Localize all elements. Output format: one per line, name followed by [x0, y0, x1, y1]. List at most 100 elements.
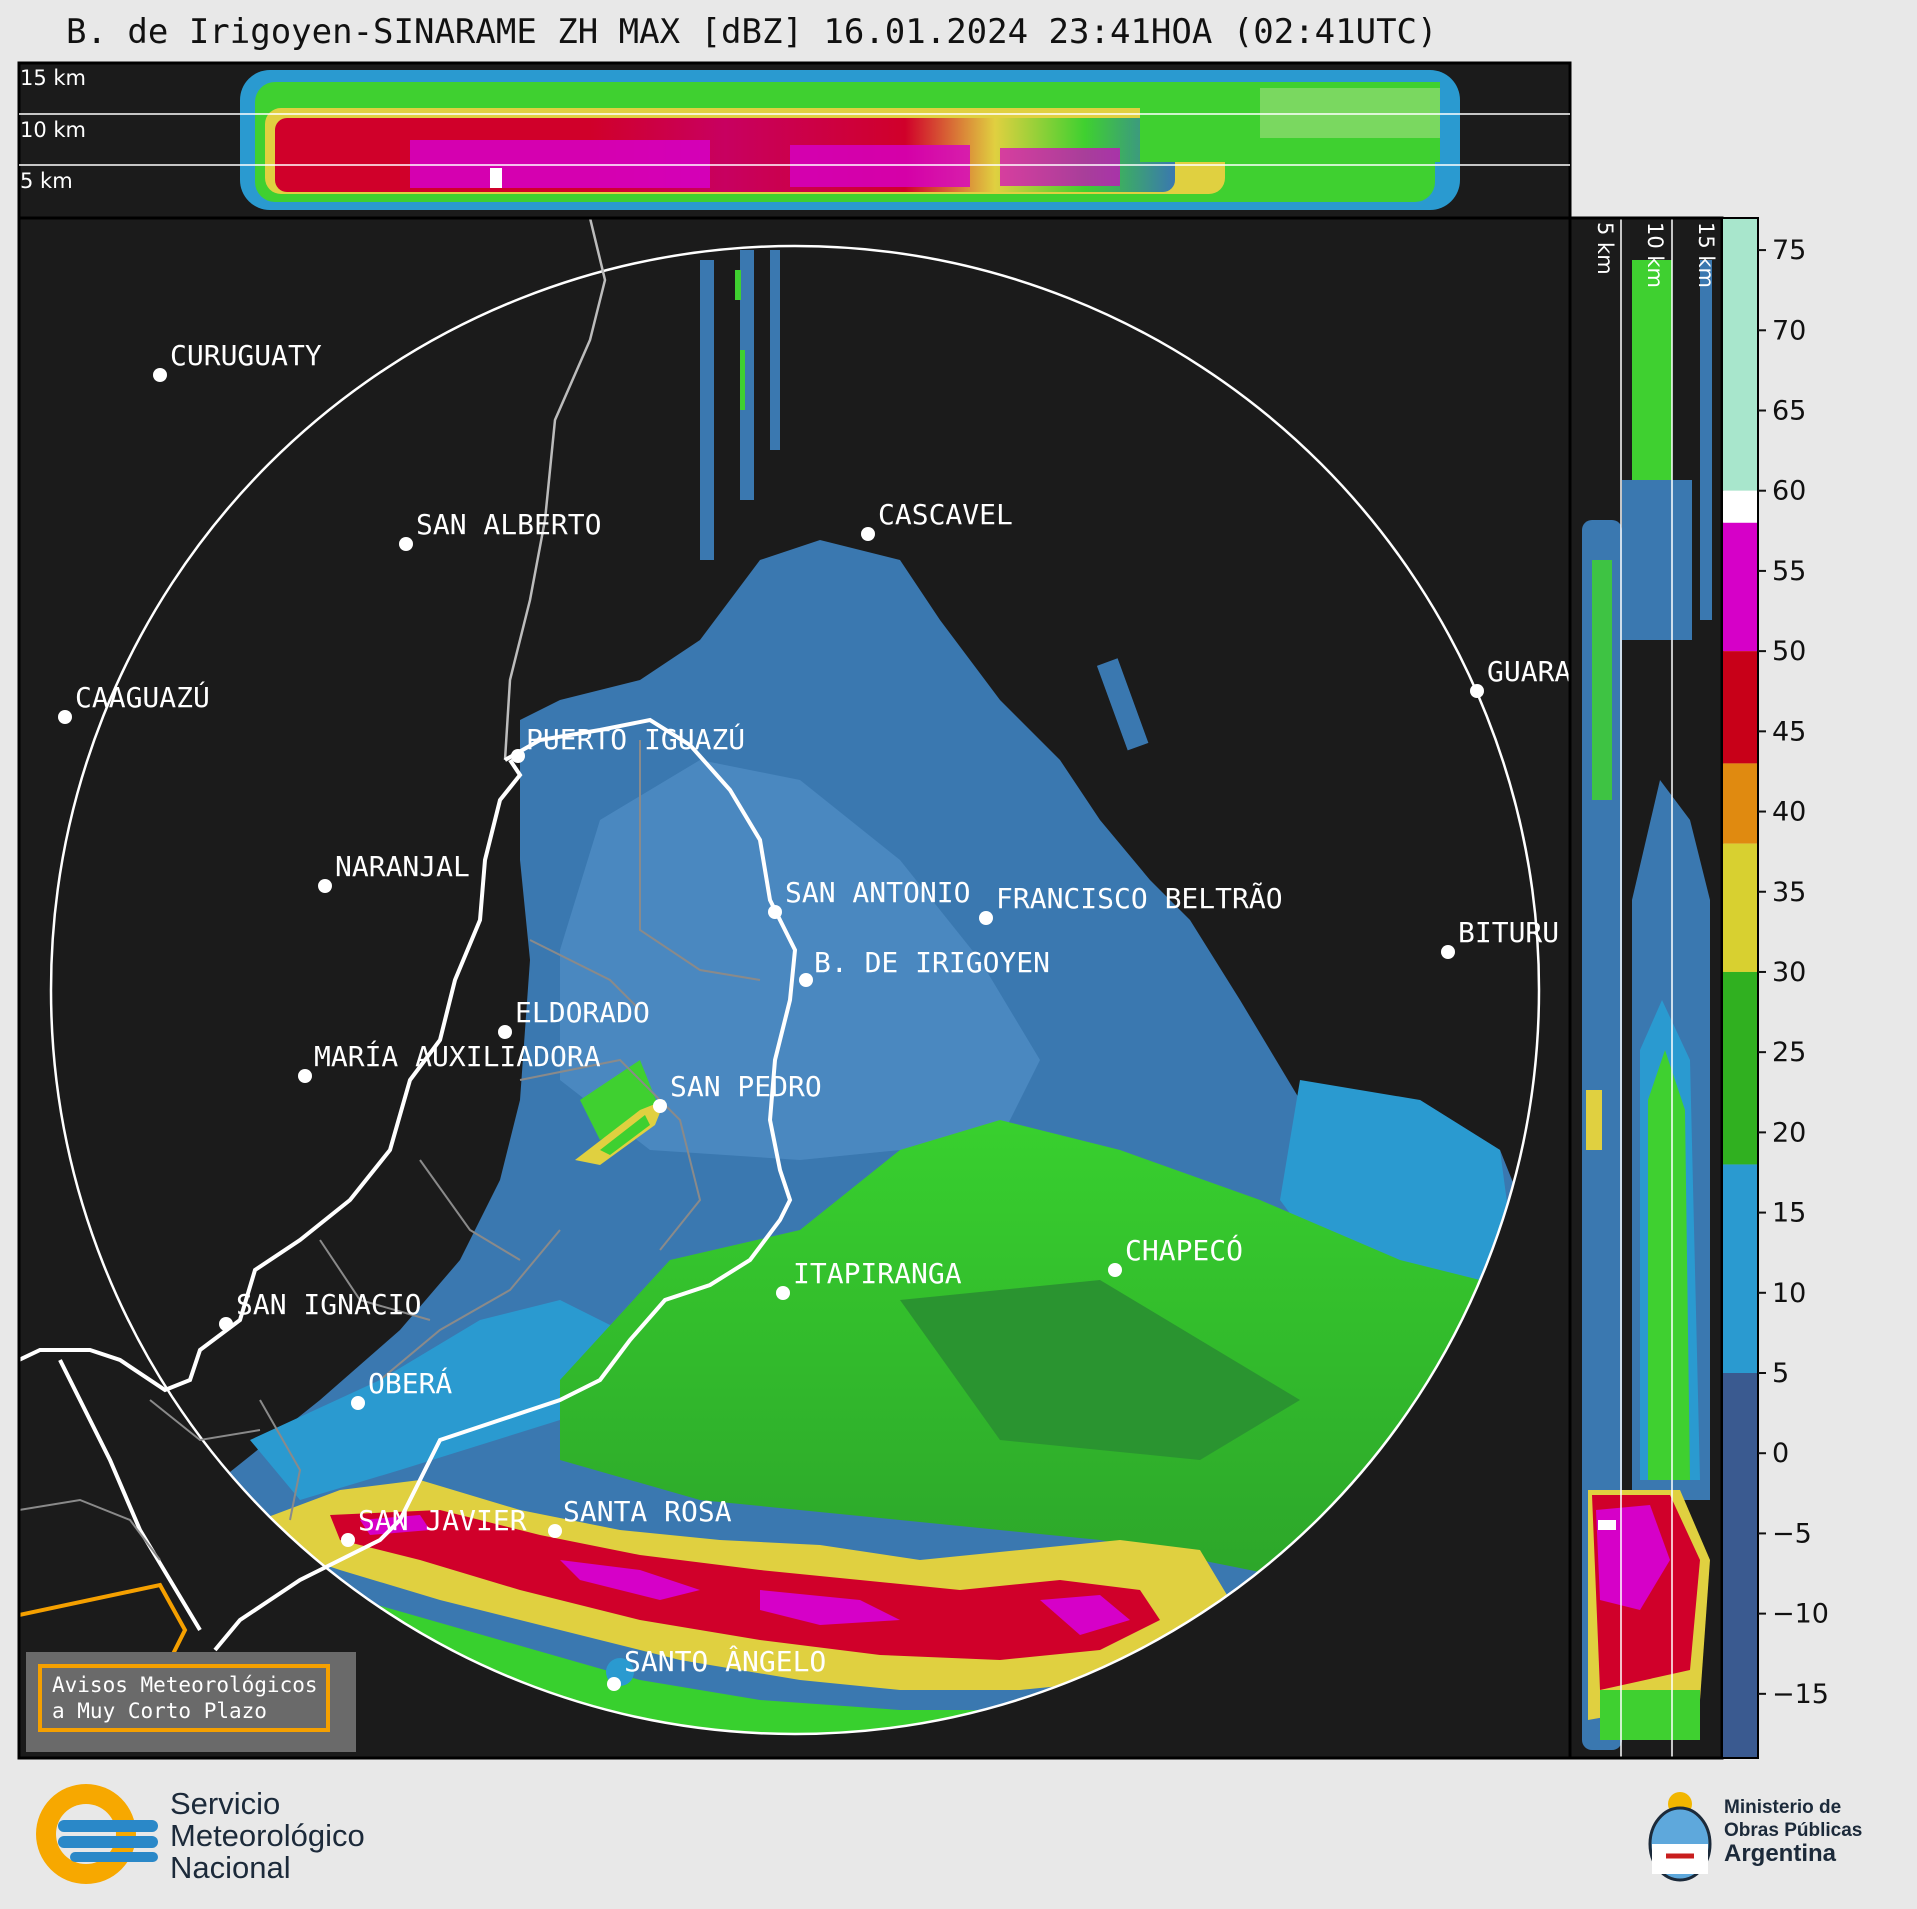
city-label: NARANJAL: [335, 850, 470, 883]
city-label: SAN ALBERTO: [416, 508, 601, 541]
city-label: GUARA: [1487, 655, 1571, 688]
city-marker: SANTA ROSA: [548, 1495, 732, 1538]
smn-sun-icon: [36, 1784, 158, 1884]
city-marker: CURUGUATY: [153, 339, 322, 382]
radar-site-marker: B. DE IRIGOYEN: [799, 946, 1050, 987]
colorbar-tick-label: −10: [1772, 1599, 1829, 1630]
city-marker: SANTO ÂNGELO: [607, 1644, 826, 1691]
city-marker: ELDORADO: [498, 996, 650, 1039]
city-label: OBERÁ: [368, 1366, 452, 1400]
city-label: FRANCISCO BELTRÃO: [996, 882, 1283, 915]
ministerio-line: Argentina: [1724, 1840, 1837, 1867]
top-height-panel: 15 km 10 km 5 km: [17, 61, 1572, 220]
colorbar-tick-label: 5: [1772, 1358, 1789, 1389]
city-label: ITAPIRANGA: [793, 1257, 962, 1290]
city-label: SAN JAVIER: [358, 1504, 527, 1537]
colorbar-bands: [1722, 218, 1758, 1758]
ministerio-line: Ministerio de: [1724, 1797, 1842, 1818]
colorbar-band: [1722, 1164, 1758, 1373]
city-label: CHAPECÓ: [1125, 1233, 1243, 1267]
colorbar-band: [1722, 843, 1758, 972]
city-label: CASCAVEL: [878, 498, 1013, 531]
colorbar-tick-label: −5: [1772, 1518, 1812, 1549]
city-label: PUERTO IGUAZÚ: [526, 722, 745, 756]
colorbar-tick-label: 60: [1772, 476, 1806, 507]
colorbar-tick-label: 20: [1772, 1117, 1806, 1148]
city-marker: SAN JAVIER: [341, 1504, 527, 1547]
city-label: SAN ANTONIO: [785, 876, 970, 909]
city-label: SANTO ÂNGELO: [624, 1644, 826, 1678]
colorbar-tick-label: 50: [1772, 636, 1806, 667]
avisos-box: Avisos Meteorológicos a Muy Corto Plazo: [38, 1664, 330, 1732]
city-label: CAAGUAZÚ: [75, 680, 210, 714]
colorbar-tick-label: 75: [1772, 235, 1806, 266]
city-label: ELDORADO: [515, 996, 650, 1029]
smn-line: Meteorológico: [170, 1818, 365, 1853]
top-height-label: 10 km: [20, 118, 86, 142]
colorbar-band: [1722, 218, 1758, 491]
side-height-label: 15 km: [1694, 222, 1718, 288]
colorbar-band: [1722, 651, 1758, 764]
colorbar-tick-label: 15: [1772, 1198, 1806, 1229]
city-marker: ITAPIRANGA: [776, 1257, 962, 1300]
city-label: SAN IGNACIO: [236, 1288, 421, 1321]
smn-line: Servicio: [170, 1786, 281, 1821]
side-height-panel: 5 km 10 km 15 km: [1568, 216, 1724, 1760]
city-marker: PUERTO IGUAZÚ: [511, 722, 745, 763]
colorbar-band: [1722, 971, 1758, 1165]
city-marker: CHAPECÓ: [1108, 1233, 1243, 1277]
colorbar-tick-label: 55: [1772, 556, 1806, 587]
ministerio-logo: Ministerio de Obras Públicas Argentina: [1640, 1782, 1910, 1892]
smn-logo: Servicio Meteorológico Nacional: [30, 1778, 450, 1893]
colorbar-tick-label: 45: [1772, 716, 1806, 747]
smn-line: Nacional: [170, 1850, 291, 1885]
city-label: SAN PEDRO: [670, 1070, 822, 1103]
city-marker: CASCAVEL: [861, 498, 1013, 541]
city-marker: CAAGUAZÚ: [58, 680, 210, 724]
colorbar-tick-label: 25: [1772, 1037, 1806, 1068]
colorbar-tick-label: 65: [1772, 396, 1806, 427]
main-map-panel: CURUGUATY SAN ALBERTO CASCAVEL CAAGUAZÚ …: [17, 216, 1572, 1760]
colorbar-tick-label: 30: [1772, 957, 1806, 988]
colorbar-tick-label: 40: [1772, 797, 1806, 828]
colorbar-tick-label: 35: [1772, 877, 1806, 908]
city-label: SANTA ROSA: [563, 1495, 732, 1528]
city-marker: SAN ANTONIO: [768, 876, 970, 919]
avisos-line: a Muy Corto Plazo: [52, 1699, 267, 1723]
city-label: BITURU: [1458, 916, 1559, 949]
avisos-line: Avisos Meteorológicos: [52, 1673, 318, 1697]
city-marker: SAN PEDRO: [653, 1070, 822, 1113]
city-markers: CURUGUATY SAN ALBERTO CASCAVEL CAAGUAZÚ …: [58, 339, 1571, 1691]
side-height-label: 10 km: [1643, 222, 1667, 288]
side-height-label: 5 km: [1593, 222, 1617, 275]
city-label: B. DE IRIGOYEN: [814, 946, 1050, 979]
city-marker: GUARA: [1470, 655, 1571, 698]
colorbar-band: [1722, 763, 1758, 844]
top-height-label: 5 km: [20, 169, 73, 193]
city-marker: SAN IGNACIO: [219, 1288, 421, 1331]
city-marker: NARANJAL: [318, 850, 470, 893]
city-marker: MARÍA AUXILIADORA: [298, 1039, 601, 1083]
colorbar-tick-label: 10: [1772, 1278, 1806, 1309]
city-label: CURUGUATY: [170, 339, 322, 372]
political-borders: [19, 218, 798, 1661]
city-label: MARÍA AUXILIADORA: [314, 1039, 601, 1073]
colorbar-tick-label: 0: [1772, 1438, 1789, 1469]
city-marker: OBERÁ: [351, 1366, 452, 1410]
ministerio-line: Obras Públicas: [1724, 1820, 1863, 1841]
colorbar-band: [1722, 1373, 1758, 1758]
top-height-label: 15 km: [20, 66, 86, 90]
city-marker: FRANCISCO BELTRÃO: [979, 882, 1283, 925]
city-marker: SAN ALBERTO: [399, 508, 601, 551]
argentina-seal-icon: [1648, 1792, 1712, 1882]
colorbar-band: [1722, 522, 1758, 652]
radar-echoes: [200, 250, 1539, 1734]
colorbar-tick-label: −15: [1772, 1679, 1829, 1710]
colorbar-band: [1722, 490, 1758, 523]
map-title: B. de Irigoyen-SINARAME ZH MAX [dBZ] 16.…: [66, 12, 1438, 52]
colorbar-tick-label: 70: [1772, 315, 1806, 346]
city-marker: BITURU: [1441, 916, 1559, 959]
